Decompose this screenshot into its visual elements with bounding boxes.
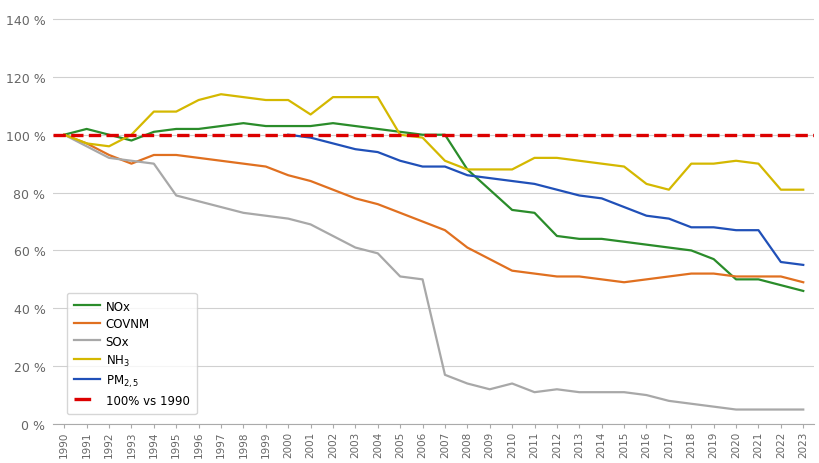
Legend: NOx, COVNM, SOx, NH$_3$, PM$_{2,5}$, 100% vs 1990: NOx, COVNM, SOx, NH$_3$, PM$_{2,5}$, 100… [66,293,197,414]
